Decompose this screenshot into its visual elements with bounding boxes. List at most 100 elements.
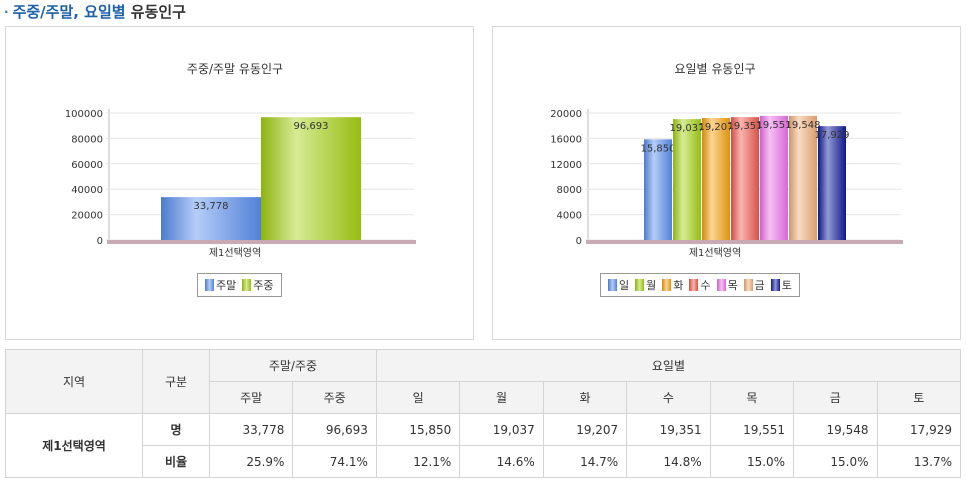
legend-item: 월 <box>635 277 656 293</box>
y-tick-label: 60000 <box>71 160 103 171</box>
legend-swatch <box>242 279 252 291</box>
ratio-cell: 14.7% <box>542 445 628 478</box>
legend-item: 수 <box>689 277 711 293</box>
legend-swatch <box>743 279 753 291</box>
legend-label: 월 <box>646 279 657 292</box>
legend-swatch <box>716 279 726 291</box>
legend-label: 주말 <box>216 279 237 292</box>
legend-swatch <box>608 279 617 291</box>
ratio-cell: 15.0% <box>709 445 795 478</box>
legend-swatch <box>662 279 672 291</box>
data-label: 19,551 <box>757 120 792 131</box>
count-cell: 19,551 <box>709 413 795 446</box>
weekday-weekend-legend: 주말 주중 <box>197 273 282 297</box>
header-day: 금 <box>793 381 878 414</box>
chart-title: 주중/주말 유동인구 <box>187 62 283 76</box>
header-day: 화 <box>542 381 628 414</box>
section-title: · 주중/주말, 요일별 유동인구 <box>4 2 186 22</box>
ratio-cell: 25.9% <box>208 445 294 478</box>
bar-일 <box>644 139 672 240</box>
chart-floor <box>107 240 416 244</box>
ratio-cell: 14.6% <box>459 445 544 478</box>
count-cell: 19,037 <box>459 413 544 446</box>
count-cell: 15,850 <box>375 413 461 446</box>
legend-label: 일 <box>619 279 630 292</box>
day-of-week-chart: 요일별 유동인구 0 4000 8000 12000 16000 20000 15,850 19… <box>550 62 903 259</box>
ratio-cell: 15.0% <box>793 445 878 478</box>
population-table: 지역 구분 주말/주중 요일별 주말 주중 일 월 화 수 목 금 토 제1선택… <box>5 349 962 478</box>
legend-swatch <box>205 279 214 291</box>
data-label: 33,778 <box>194 201 229 212</box>
header-day: 수 <box>626 381 711 414</box>
y-tick-label: 8000 <box>557 185 582 196</box>
chart-title: 요일별 유동인구 <box>674 62 755 76</box>
legend-label: 수 <box>700 279 711 292</box>
ratio-cell: 74.1% <box>292 445 377 478</box>
header-weekday: 주중 <box>292 381 377 414</box>
bar-월 <box>673 119 701 240</box>
header-day: 월 <box>459 381 544 414</box>
row-label-ratio: 비율 <box>142 445 210 478</box>
bar-수 <box>731 117 759 240</box>
header-day: 일 <box>375 381 461 414</box>
ratio-cell: 13.7% <box>876 445 961 478</box>
count-cell: 19,207 <box>542 413 628 446</box>
data-label: 19,037 <box>670 123 705 134</box>
y-tick-label: 40000 <box>71 185 103 196</box>
count-cell: 19,351 <box>626 413 711 446</box>
data-label: 15,850 <box>641 143 676 154</box>
bar-주중 <box>261 117 361 240</box>
title-bullet: · <box>4 5 9 19</box>
legend-swatch <box>689 279 699 291</box>
chart-floor <box>586 240 903 244</box>
data-label: 17,929 <box>815 130 850 141</box>
count-cell: 19,548 <box>793 413 878 446</box>
section-title-rest: 유동인구 <box>125 3 186 21</box>
ratio-cell: 14.8% <box>626 445 711 478</box>
y-tick-label: 0 <box>576 236 582 247</box>
data-label: 19,351 <box>728 121 763 132</box>
day-of-week-chart-panel: 요일별 유동인구 0 4000 8000 12000 16000 20000 15,850 19… <box>492 26 961 340</box>
legend-item: 주중 <box>242 277 274 293</box>
x-category-label: 제1선택영역 <box>689 247 741 259</box>
header-weekend-weekday-group: 주말/주중 <box>209 349 377 382</box>
header-day-group: 요일별 <box>375 349 962 382</box>
count-cell: 33,778 <box>208 413 294 446</box>
legend-item: 일 <box>608 277 629 293</box>
y-tick-label: 20000 <box>550 109 582 120</box>
header-type: 구분 <box>142 349 210 414</box>
count-cell: 96,693 <box>292 413 377 446</box>
table-row: 비율 25.9% 74.1% 12.1% 14.6% 14.7% 14.8% 1… <box>6 445 961 478</box>
table-row: 제1선택영역 명 33,778 96,693 15,850 19,037 19,… <box>5 413 961 478</box>
data-label: 19,548 <box>786 120 821 131</box>
legend-item: 주말 <box>205 277 236 293</box>
bar-화 <box>702 118 730 240</box>
y-tick-label: 0 <box>97 236 103 247</box>
row-label-count: 명 <box>142 413 210 446</box>
legend-item: 화 <box>662 277 683 293</box>
y-tick-label: 80000 <box>71 134 103 145</box>
region-cell: 제1선택영역 <box>5 413 143 478</box>
header-day: 토 <box>876 381 961 414</box>
data-label: 19,207 <box>699 122 734 133</box>
x-category-label: 제1선택영역 <box>209 247 261 259</box>
y-tick-label: 100000 <box>65 109 103 120</box>
legend-label: 금 <box>754 279 765 292</box>
count-cell: 17,929 <box>876 413 961 446</box>
legend-swatch <box>770 279 780 291</box>
legend-swatch <box>635 279 645 291</box>
ratio-cell: 12.1% <box>375 445 461 478</box>
y-tick-label: 12000 <box>550 160 582 171</box>
legend-label: 목 <box>727 279 738 292</box>
data-label: 96,693 <box>294 121 329 132</box>
legend-label: 주중 <box>253 279 274 292</box>
y-tick-label: 20000 <box>71 211 103 222</box>
weekday-weekend-chart-panel: 주중/주말 유동인구 0 20000 40000 60000 80000 100000 33,… <box>5 26 474 340</box>
weekday-weekend-chart: 주중/주말 유동인구 0 20000 40000 60000 80000 100000 33,… <box>65 62 416 259</box>
section-title-highlight: 주중/주말, 요일별 <box>12 3 126 21</box>
bar-금 <box>789 115 817 240</box>
bar-목 <box>760 115 788 240</box>
header-region: 지역 <box>5 349 143 414</box>
header-day: 목 <box>709 381 795 414</box>
